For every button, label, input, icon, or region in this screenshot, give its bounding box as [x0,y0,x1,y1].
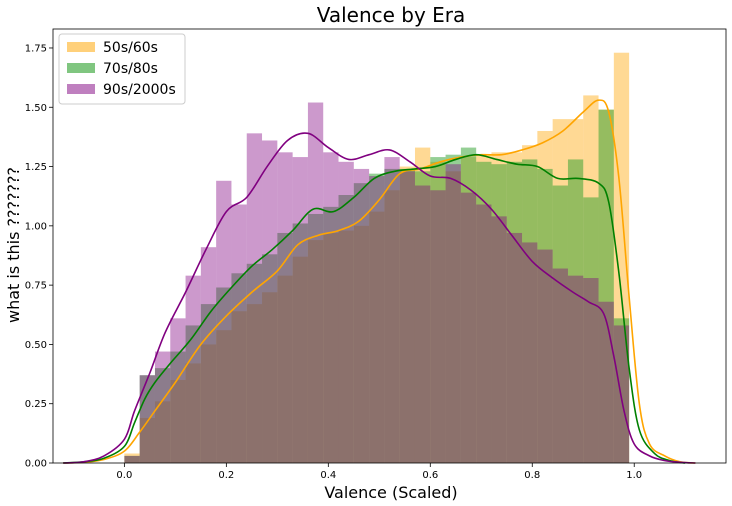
bar-series-1-bin-16 [369,173,385,463]
bar-series-1-bin-27 [537,168,553,463]
bar-series-1-bin-6 [216,287,232,463]
bar-series-1-bin-8 [246,263,263,463]
bar-series-1-bin-24 [491,164,507,463]
bar-series-1-bin-11 [292,223,308,463]
x-tick-label-0: 0.0 [116,470,132,481]
legend-label-2: 90s/2000s [103,82,176,98]
bar-series-1-bin-10 [277,232,293,463]
legend: 50s/60s 70s/80s 90s/2000s [58,33,186,105]
bar-series-1-bin-31 [598,109,614,463]
bar-series-2-bin-19 [414,185,431,463]
bar-series-1-bin-23 [476,161,492,463]
bar-series-1-bin-7 [231,273,247,463]
bar-series-2-bin-4 [185,275,201,463]
bar-series-2-bin-24 [491,216,507,463]
y-axis: 0.00 0.25 0.50 0.75 1.00 1.25 1.50 1.75 [25,43,53,470]
bar-series-2-bin-2 [154,351,171,463]
bar-series-2-bin-12 [307,102,324,463]
legend-label-1: 70s/80s [103,61,158,77]
legend-swatch-0 [67,42,95,52]
bar-series-1-bin-17 [384,168,400,463]
bar-series-2-bin-14 [338,161,354,463]
bar-series-2-bin-27 [537,249,553,463]
bar-series-2-bin-23 [476,204,492,464]
bar-series-1-bin-32 [613,318,630,463]
kde-line-series-2 [63,132,696,464]
bar-series-2-bin-30 [583,278,599,463]
bar-series-1-bin-1 [139,375,155,463]
bar-series-1-bin-12 [307,213,324,463]
y-tick-label-1: 0.25 [25,399,47,410]
kde-curves [63,99,696,464]
x-tick-label-3: 0.6 [422,470,438,481]
histogram-bars [124,52,630,464]
bar-series-1-bin-2 [154,368,171,463]
bar-series-1-bin-19 [414,171,431,463]
y-tick-label-0: 0.00 [25,459,47,470]
y-tick-label-2: 0.50 [25,340,47,351]
bar-series-2-bin-31 [598,301,614,463]
bar-series-2-bin-9 [262,140,278,463]
bar-series-2-bin-0 [124,455,140,463]
bar-series-1-bin-22 [460,147,477,464]
y-tick-label-7: 1.75 [25,43,47,54]
bar-series-1-bin-18 [399,168,415,463]
bar-series-2-bin-21 [445,164,461,463]
bar-series-1-bin-30 [583,197,599,463]
bar-series-2-bin-7 [231,204,247,464]
bar-series-2-bin-5 [200,247,217,463]
bar-series-1-bin-9 [262,254,278,463]
bar-series-1-bin-26 [522,159,538,463]
bar-series-1-bin-5 [200,304,217,463]
plot-frame [52,28,727,464]
kde-line-series-1 [63,153,686,464]
bar-series-1-bin-13 [323,206,339,464]
bar-series-2-bin-6 [216,180,232,463]
bar-series-1-bin-15 [353,183,370,463]
kde-line-series-0 [63,99,696,464]
bar-series-2-bin-1 [139,375,155,463]
bar-series-1-bin-25 [506,161,523,463]
x-tick-label-4: 0.8 [524,470,540,481]
bar-series-2-bin-11 [292,157,308,464]
x-tick-label-1: 0.2 [218,470,234,481]
bar-series-1-bin-21 [445,154,461,464]
bar-series-2-bin-26 [522,242,538,463]
y-tick-label-6: 1.50 [25,103,47,114]
bar-series-1-bin-14 [338,195,354,463]
bar-series-2-bin-15 [353,168,370,463]
bar-series-2-bin-28 [552,268,568,463]
bar-series-2-bin-18 [399,171,415,463]
bar-series-1-bin-29 [567,159,584,463]
bar-series-2-bin-25 [506,232,523,463]
legend-swatch-2 [67,84,95,94]
bar-series-2-bin-10 [277,152,293,464]
bar-series-1-bin-20 [430,157,446,464]
bar-series-2-bin-20 [430,190,446,463]
bar-series-2-bin-8 [246,133,263,463]
bar-series-2-bin-3 [170,318,186,463]
bar-series-2-bin-22 [460,192,477,463]
bar-series-2-bin-17 [384,157,400,464]
legend-label-0: 50s/60s [103,40,158,56]
plot-area [52,28,727,464]
y-tick-label-4: 1.00 [25,221,47,232]
x-tick-label-5: 1.0 [626,470,642,481]
legend-swatch-1 [67,63,95,73]
y-tick-label-3: 0.75 [25,281,47,292]
x-axis-label: Valence (Scaled) [324,483,457,502]
bar-series-1-bin-0 [124,455,140,463]
chart-title: Valence by Era [317,3,466,27]
bar-series-2-bin-29 [567,275,584,463]
bar-series-2-bin-16 [369,176,385,463]
x-axis: 0.0 0.2 0.4 0.6 0.8 1.0 [116,463,642,481]
y-tick-label-5: 1.25 [25,162,47,173]
y-axis-label: what is this ??????? [4,167,23,323]
x-tick-label-2: 0.4 [320,470,336,481]
bar-series-1-bin-3 [170,351,186,463]
bar-series-1-bin-28 [552,185,568,463]
bar-series-2-bin-13 [323,152,339,464]
